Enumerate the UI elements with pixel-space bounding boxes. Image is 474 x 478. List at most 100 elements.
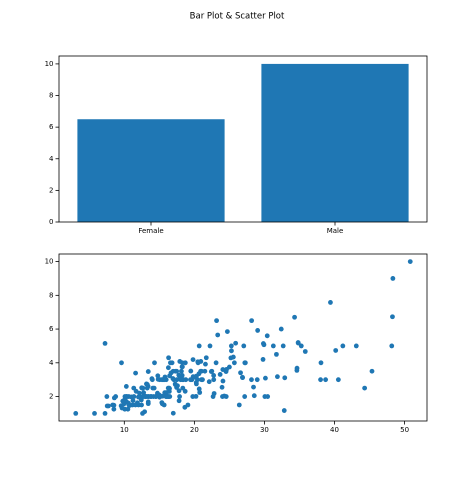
scatter-point bbox=[407, 259, 413, 264]
scatter-point bbox=[318, 377, 323, 383]
scatter-point bbox=[176, 388, 182, 394]
scatter-point bbox=[217, 372, 223, 377]
figure-title: Bar Plot & Scatter Plot bbox=[190, 12, 285, 22]
scatter-point bbox=[264, 333, 270, 339]
scatter-point bbox=[133, 402, 138, 408]
scatter-point bbox=[123, 384, 129, 389]
x-tick-label: Female bbox=[138, 227, 163, 235]
scatter-point bbox=[140, 411, 145, 416]
scatter-point bbox=[203, 355, 209, 361]
scatter-point bbox=[160, 393, 166, 399]
y-tick-label: 4 bbox=[49, 359, 54, 367]
scatter-point bbox=[155, 373, 161, 379]
scatter-point bbox=[196, 343, 202, 349]
scatter-point bbox=[215, 332, 221, 338]
scatter-point bbox=[249, 377, 254, 383]
scatter-point bbox=[198, 368, 204, 374]
scatter-point bbox=[203, 361, 208, 367]
scatter-point bbox=[228, 355, 234, 361]
scatter-point bbox=[182, 388, 188, 394]
scatter-point bbox=[140, 385, 146, 391]
scatter-point bbox=[196, 386, 202, 392]
scatter-point bbox=[223, 369, 229, 374]
scatter-point bbox=[242, 394, 248, 399]
scatter-point bbox=[302, 349, 308, 354]
scatter-point bbox=[146, 394, 152, 399]
scatter-point bbox=[298, 343, 304, 349]
scatter-point bbox=[369, 368, 375, 374]
scatter-point bbox=[255, 328, 261, 333]
scatter-point bbox=[190, 394, 196, 399]
y-tick-label: 10 bbox=[45, 258, 54, 266]
scatter-point bbox=[183, 377, 189, 383]
scatter-point bbox=[161, 402, 167, 408]
scatter-point bbox=[188, 368, 194, 374]
y-tick-label: 2 bbox=[49, 186, 53, 194]
scatter-point bbox=[167, 373, 173, 379]
y-tick-label: 10 bbox=[45, 60, 54, 68]
scatter-point bbox=[153, 394, 159, 399]
scatter-point bbox=[150, 385, 156, 391]
scatter-point bbox=[165, 385, 171, 391]
scatter-point bbox=[333, 348, 339, 353]
scatter-point bbox=[251, 393, 257, 399]
y-tick-label: 0 bbox=[49, 218, 53, 226]
scatter-point bbox=[110, 402, 116, 408]
scatter-point bbox=[160, 377, 166, 383]
scatter-point bbox=[166, 355, 171, 361]
scatter-point bbox=[390, 276, 396, 281]
x-tick-label: 40 bbox=[330, 426, 339, 434]
scatter-point bbox=[220, 378, 226, 384]
scatter-point bbox=[263, 375, 268, 381]
scatter-point bbox=[206, 379, 212, 385]
scatter-point bbox=[168, 360, 173, 366]
y-tick-label: 8 bbox=[49, 92, 53, 100]
scatter-point bbox=[182, 404, 188, 410]
scatter-point bbox=[127, 403, 133, 408]
scatter-point bbox=[179, 364, 185, 370]
scatter-point bbox=[211, 377, 217, 383]
scatter-point bbox=[231, 360, 237, 366]
scatter-point bbox=[233, 340, 239, 346]
scatter-point bbox=[282, 375, 288, 381]
scatter-point bbox=[280, 343, 286, 349]
scatter-point bbox=[202, 368, 208, 374]
scatter-point bbox=[275, 374, 280, 380]
scatter-point bbox=[281, 408, 287, 413]
scatter-point bbox=[335, 377, 341, 383]
scatter-point bbox=[207, 343, 213, 349]
scatter-point bbox=[389, 343, 395, 349]
scatter-point bbox=[141, 390, 147, 396]
scatter-point bbox=[179, 373, 185, 378]
scatter-point bbox=[111, 406, 117, 412]
scatter-point bbox=[229, 348, 234, 354]
scatter-point bbox=[174, 377, 180, 383]
scatter-point bbox=[170, 410, 176, 416]
scatter-point bbox=[260, 341, 266, 346]
scatter-point bbox=[274, 351, 279, 357]
scatter-point bbox=[174, 368, 180, 374]
scatter-point bbox=[152, 360, 157, 366]
scatter-point bbox=[104, 394, 110, 399]
scatter-point bbox=[260, 357, 266, 362]
scatter-point bbox=[262, 394, 268, 399]
scatter-point bbox=[249, 318, 255, 324]
scatter-point bbox=[195, 377, 200, 383]
scatter-point bbox=[165, 365, 171, 371]
scatter-point bbox=[133, 370, 138, 376]
scatter-point bbox=[195, 360, 201, 366]
scatter-point bbox=[318, 360, 324, 366]
scatter-point bbox=[270, 343, 276, 349]
scatter-point bbox=[197, 390, 203, 395]
scatter-point bbox=[211, 373, 217, 378]
scatter-point bbox=[227, 364, 232, 370]
scatter-point bbox=[102, 341, 108, 346]
scatter-point bbox=[92, 411, 97, 416]
bar bbox=[77, 119, 225, 222]
scatter-point bbox=[182, 360, 188, 366]
scatter-point bbox=[176, 398, 182, 404]
scatter-point bbox=[254, 377, 260, 383]
axes-frame bbox=[58, 253, 428, 422]
y-tick-label: 6 bbox=[49, 123, 54, 131]
